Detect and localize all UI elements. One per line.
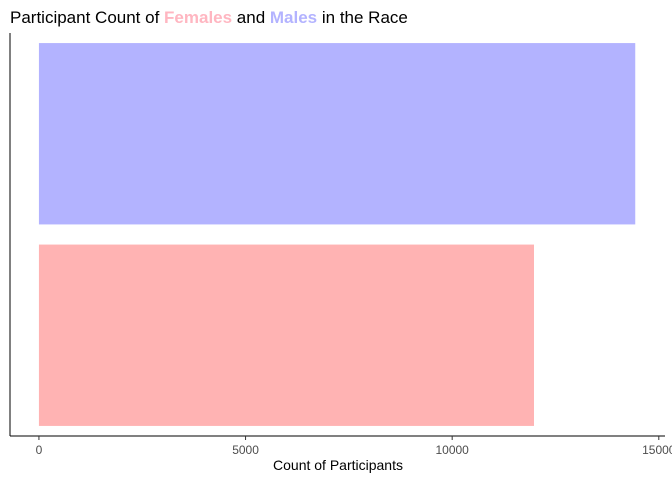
x-tick-label-5000: 5000 (232, 443, 259, 457)
chart-title: Participant Count of Females and Males i… (10, 8, 408, 27)
chart-title-part-4: in the Race (317, 8, 408, 27)
x-tick-label-0: 0 (36, 443, 43, 457)
x-axis-ticks: 0 5000 10000 15000 (36, 436, 672, 457)
x-tick-label-10000: 10000 (435, 443, 469, 457)
x-axis-title: Count of Participants (273, 457, 403, 473)
bars-group (38, 43, 636, 426)
bar-females (38, 244, 535, 426)
chart-title-part-0: Participant Count of (10, 8, 164, 27)
bar-males (38, 43, 636, 225)
x-tick-label-15000: 15000 (642, 443, 672, 457)
chart-title-part-2: and (232, 8, 270, 27)
chart-title-part-1: Females (164, 8, 232, 27)
chart-title-part-3: Males (270, 8, 317, 27)
